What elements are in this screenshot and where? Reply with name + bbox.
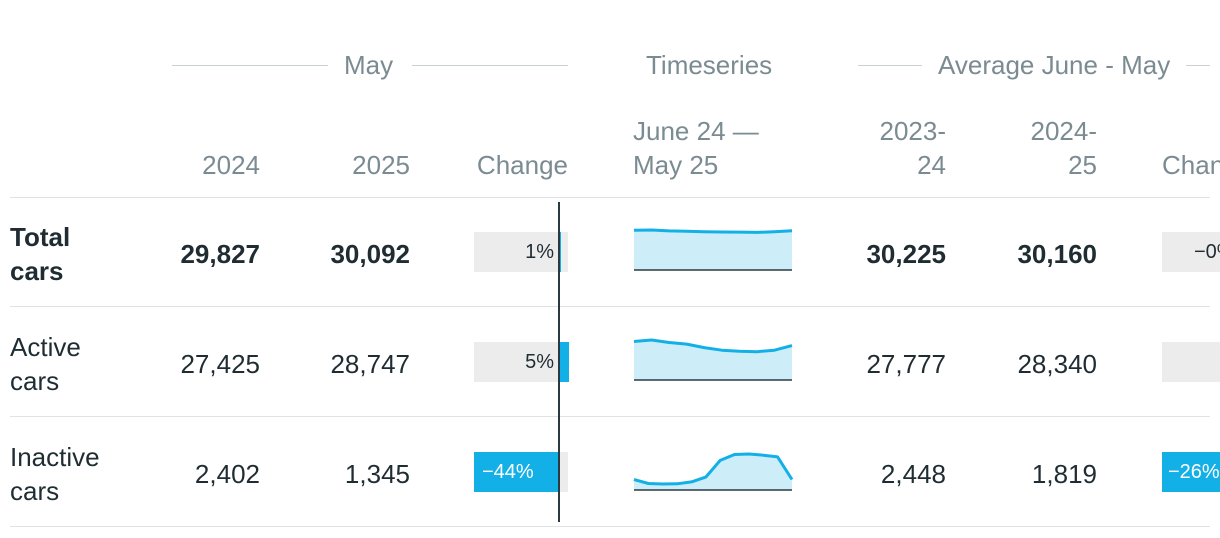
sparkline — [633, 452, 794, 491]
value-avg-2023-24: 30,225 — [866, 239, 946, 269]
group-label-timeseries: Timeseries — [646, 50, 773, 80]
sparkline-area — [634, 340, 792, 380]
group-header-average: Average June - May — [858, 48, 1210, 82]
row-divider — [10, 306, 1210, 307]
col-header-timeseries-line2: May 25 — [633, 150, 719, 180]
row-label-line2: cars — [10, 476, 60, 506]
change-text: 1% — [525, 241, 554, 263]
change-text: −44% — [482, 461, 534, 483]
col-header-avg2-line2: 25 — [1068, 150, 1097, 180]
group-header-may: May — [172, 48, 568, 82]
change-bar — [559, 232, 561, 272]
avg-change-text: −0% — [1194, 241, 1220, 263]
row-label-line2: cars — [10, 366, 60, 396]
avg-change-cell: −26% — [1162, 452, 1220, 492]
row-label-line2: cars — [10, 256, 64, 286]
value-may-2024: 27,425 — [180, 349, 260, 379]
row-divider — [10, 416, 1210, 417]
group-rule-left — [172, 65, 328, 66]
col-header-avg1-line2: 24 — [917, 150, 946, 180]
change-cell: 5% — [474, 342, 569, 382]
group-label-average: Average June - May — [938, 50, 1171, 80]
col-header-2025: 2025 — [352, 150, 410, 180]
sparkline — [633, 338, 793, 381]
value-avg-2024-25: 1,819 — [1031, 459, 1097, 489]
change-bar — [474, 452, 559, 492]
value-avg-2023-24: 27,777 — [866, 349, 946, 379]
value-avg-2024-25: 30,160 — [1017, 239, 1097, 269]
row-label-line1: Inactive — [10, 442, 100, 472]
change-text: 5% — [525, 351, 554, 373]
sparkline-line — [633, 452, 794, 486]
change-cell: 1% — [474, 232, 568, 272]
row-divider — [10, 526, 1210, 527]
row-label-line1: Active — [10, 332, 81, 362]
value-may-2025: 30,092 — [330, 239, 410, 269]
avg-change-text: −26% — [1168, 461, 1220, 483]
value-avg-2024-25: 28,340 — [1017, 349, 1097, 379]
value-avg-2023-24: 2,448 — [880, 459, 946, 489]
col-header-avg1-line1: 2023- — [879, 116, 947, 146]
change-zero-axis — [558, 202, 560, 522]
col-header-avg-change: Change — [1162, 148, 1220, 182]
avg-change-cell: −0% — [1162, 232, 1220, 272]
group-rule-left — [858, 65, 922, 66]
row-label-line1: Total — [10, 222, 71, 252]
col-header-avg-change-text: Change — [1162, 150, 1220, 180]
change-cell: −44% — [474, 452, 568, 492]
col-header-timeseries-line1: June 24 — — [633, 116, 759, 146]
value-may-2024: 29,827 — [180, 239, 260, 269]
sparkline-line — [633, 338, 793, 354]
group-rule-right — [1186, 65, 1210, 66]
group-label-may: May — [344, 50, 394, 80]
group-rule-right — [412, 65, 568, 66]
sparkline-line — [633, 228, 793, 234]
value-may-2025: 28,747 — [330, 349, 410, 379]
value-may-2025: 1,345 — [344, 459, 410, 489]
col-header-avg2-line1: 2024- — [1030, 116, 1098, 146]
value-may-2024: 2,402 — [194, 459, 260, 489]
change-bar — [559, 342, 569, 382]
avg-change-cell: 2% — [1162, 342, 1220, 382]
sparkline-area — [634, 454, 792, 490]
header-divider — [10, 197, 1210, 198]
sparkline-area — [634, 230, 792, 270]
sparkline — [633, 228, 793, 271]
group-header-timeseries: Timeseries — [646, 48, 806, 82]
col-header-change: Change — [476, 150, 568, 180]
col-header-2024: 2024 — [202, 150, 260, 180]
